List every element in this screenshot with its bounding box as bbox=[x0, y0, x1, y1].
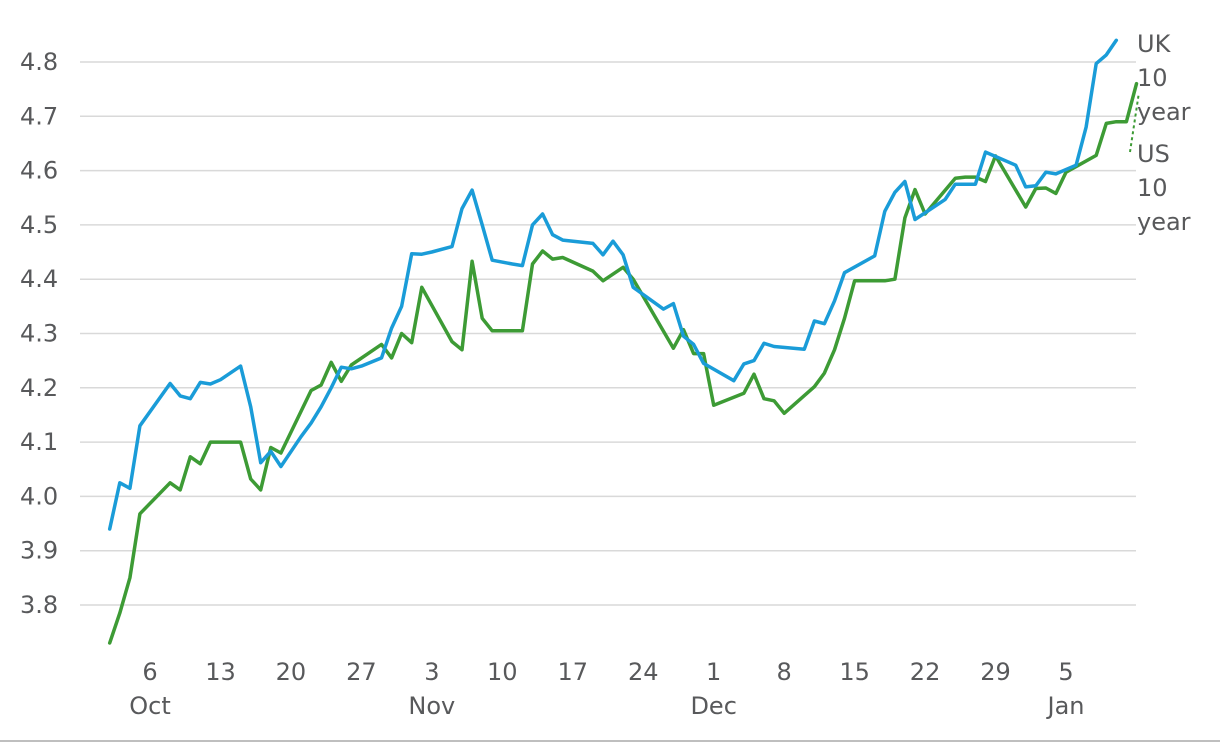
y-axis-tick-labels: 3.8 3.9 4.0 4.1 4.2 4.3 4.4 4.5 4.6 4.7 4.8 bbox=[20, 48, 58, 619]
y-tick-label: 4.0 bbox=[20, 482, 58, 510]
x-tick-label: 6 bbox=[142, 658, 157, 686]
series-label-us: US 10 year bbox=[1137, 140, 1191, 236]
series-label-line: 10 bbox=[1137, 64, 1168, 92]
x-month-label: Oct bbox=[129, 692, 171, 720]
x-tick-label: 13 bbox=[205, 658, 236, 686]
series-labels: UK 10 year US 10 year bbox=[1129, 30, 1191, 236]
series-label-line: UK bbox=[1137, 30, 1172, 58]
x-tick-label: 24 bbox=[628, 658, 659, 686]
series-label-line: year bbox=[1137, 208, 1191, 236]
x-tick-label: 1 bbox=[706, 658, 721, 686]
y-tick-label: 4.5 bbox=[20, 211, 58, 239]
series-line-us bbox=[107, 81, 1139, 645]
x-axis-tick-labels: 6 Oct 13 20 27 3 Nov 10 17 24 1 Dec 8 15 22 29 5 Jan bbox=[129, 658, 1084, 720]
y-tick-label: 4.6 bbox=[20, 157, 58, 185]
y-tick-label: 4.2 bbox=[20, 374, 58, 402]
x-tick-label: 27 bbox=[346, 658, 377, 686]
x-tick-label: 5 bbox=[1058, 658, 1073, 686]
y-tick-label: 3.9 bbox=[20, 537, 58, 565]
y-tick-label: 4.1 bbox=[20, 428, 58, 456]
series-line-uk bbox=[107, 38, 1119, 531]
x-month-label: Dec bbox=[690, 692, 736, 720]
y-tick-label: 4.7 bbox=[20, 102, 58, 130]
x-tick-label: 3 bbox=[424, 658, 439, 686]
x-month-label: Nov bbox=[408, 692, 455, 720]
series-lines bbox=[107, 38, 1139, 645]
gridlines bbox=[80, 61, 1136, 606]
y-tick-label: 3.8 bbox=[20, 591, 58, 619]
x-tick-label: 22 bbox=[910, 658, 941, 686]
x-month-label: Jan bbox=[1046, 692, 1085, 720]
x-tick-label: 29 bbox=[980, 658, 1011, 686]
y-tick-label: 4.8 bbox=[20, 48, 58, 76]
series-label-line: 10 bbox=[1137, 174, 1168, 202]
series-label-line: year bbox=[1137, 98, 1191, 126]
x-tick-label: 10 bbox=[487, 658, 518, 686]
y-tick-label: 4.4 bbox=[20, 265, 58, 293]
y-tick-label: 4.3 bbox=[20, 320, 58, 348]
x-tick-label: 8 bbox=[777, 658, 792, 686]
x-tick-label: 17 bbox=[557, 658, 588, 686]
series-label-uk: UK 10 year bbox=[1137, 30, 1191, 126]
x-tick-label: 20 bbox=[276, 658, 307, 686]
series-label-line: US bbox=[1137, 140, 1170, 168]
x-tick-label: 15 bbox=[839, 658, 870, 686]
